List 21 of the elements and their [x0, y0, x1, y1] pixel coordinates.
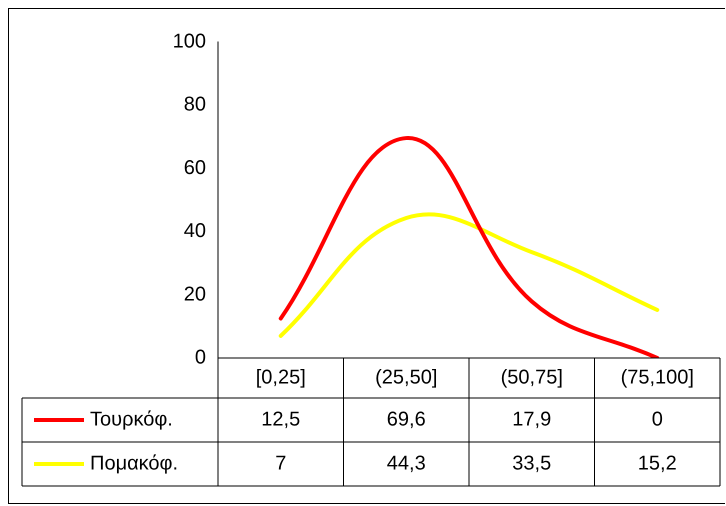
legend-label: Πομακόφ. [90, 452, 178, 475]
y-tick-label: 80 [184, 94, 206, 116]
y-tick-label: 0 [194, 346, 206, 369]
data-label: 44,3 [386, 452, 426, 475]
y-tick-label: 60 [184, 156, 206, 179]
x-tick-label: (25,50] [375, 366, 438, 389]
x-tick-label: (50,75] [500, 366, 563, 389]
data-label: 7 [275, 452, 286, 475]
legend-label: Τουρκόφ. [90, 408, 173, 431]
data-label: 69,6 [386, 408, 426, 431]
data-label: 0 [652, 408, 663, 431]
data-label: 33,5 [512, 452, 552, 475]
x-tick-label: (75,100] [620, 366, 694, 389]
data-label: 15,2 [638, 452, 677, 475]
data-label: 17,9 [512, 408, 552, 431]
line-series [278, 136, 660, 358]
y-tick-label: 100 [172, 30, 206, 53]
y-tick-label: 20 [184, 283, 206, 306]
y-tick-label: 40 [184, 220, 206, 242]
x-tick-label: [0,25] [256, 366, 306, 389]
data-label: 12,5 [261, 408, 300, 431]
